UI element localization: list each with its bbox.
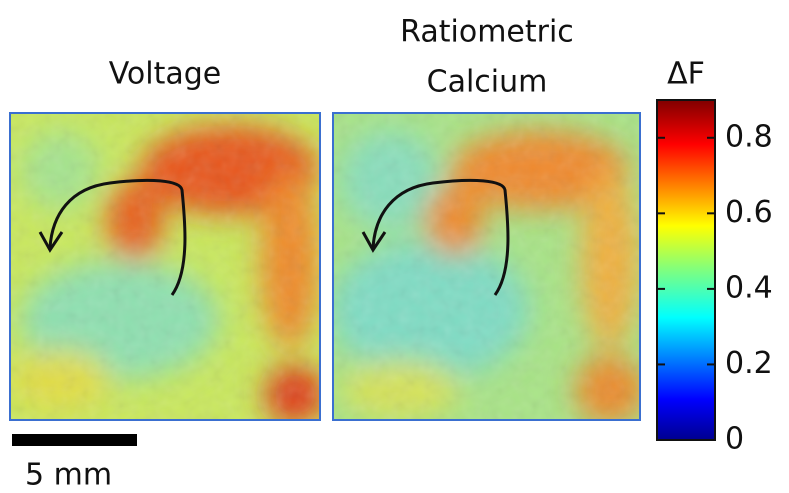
tick-label: 0.2 — [725, 346, 773, 381]
panel-title: Voltage — [109, 57, 222, 92]
tick-label: 0 — [725, 422, 744, 457]
calcium-map — [330, 113, 645, 425]
figure: Voltage Ratiometric Calcium — [0, 0, 789, 493]
scale-bar-label: 5 mm — [25, 458, 112, 493]
panel-title: Calcium — [427, 65, 548, 100]
voltage-map — [10, 113, 325, 425]
colorbar-label: ΔF — [667, 57, 705, 92]
scale-bar — [12, 434, 137, 446]
tick-label: 0.4 — [725, 270, 773, 305]
panel-title: Ratiometric — [400, 15, 574, 50]
colorbar — [657, 100, 715, 440]
tick-label: 0.6 — [725, 195, 773, 230]
tick-label: 0.8 — [725, 119, 773, 154]
